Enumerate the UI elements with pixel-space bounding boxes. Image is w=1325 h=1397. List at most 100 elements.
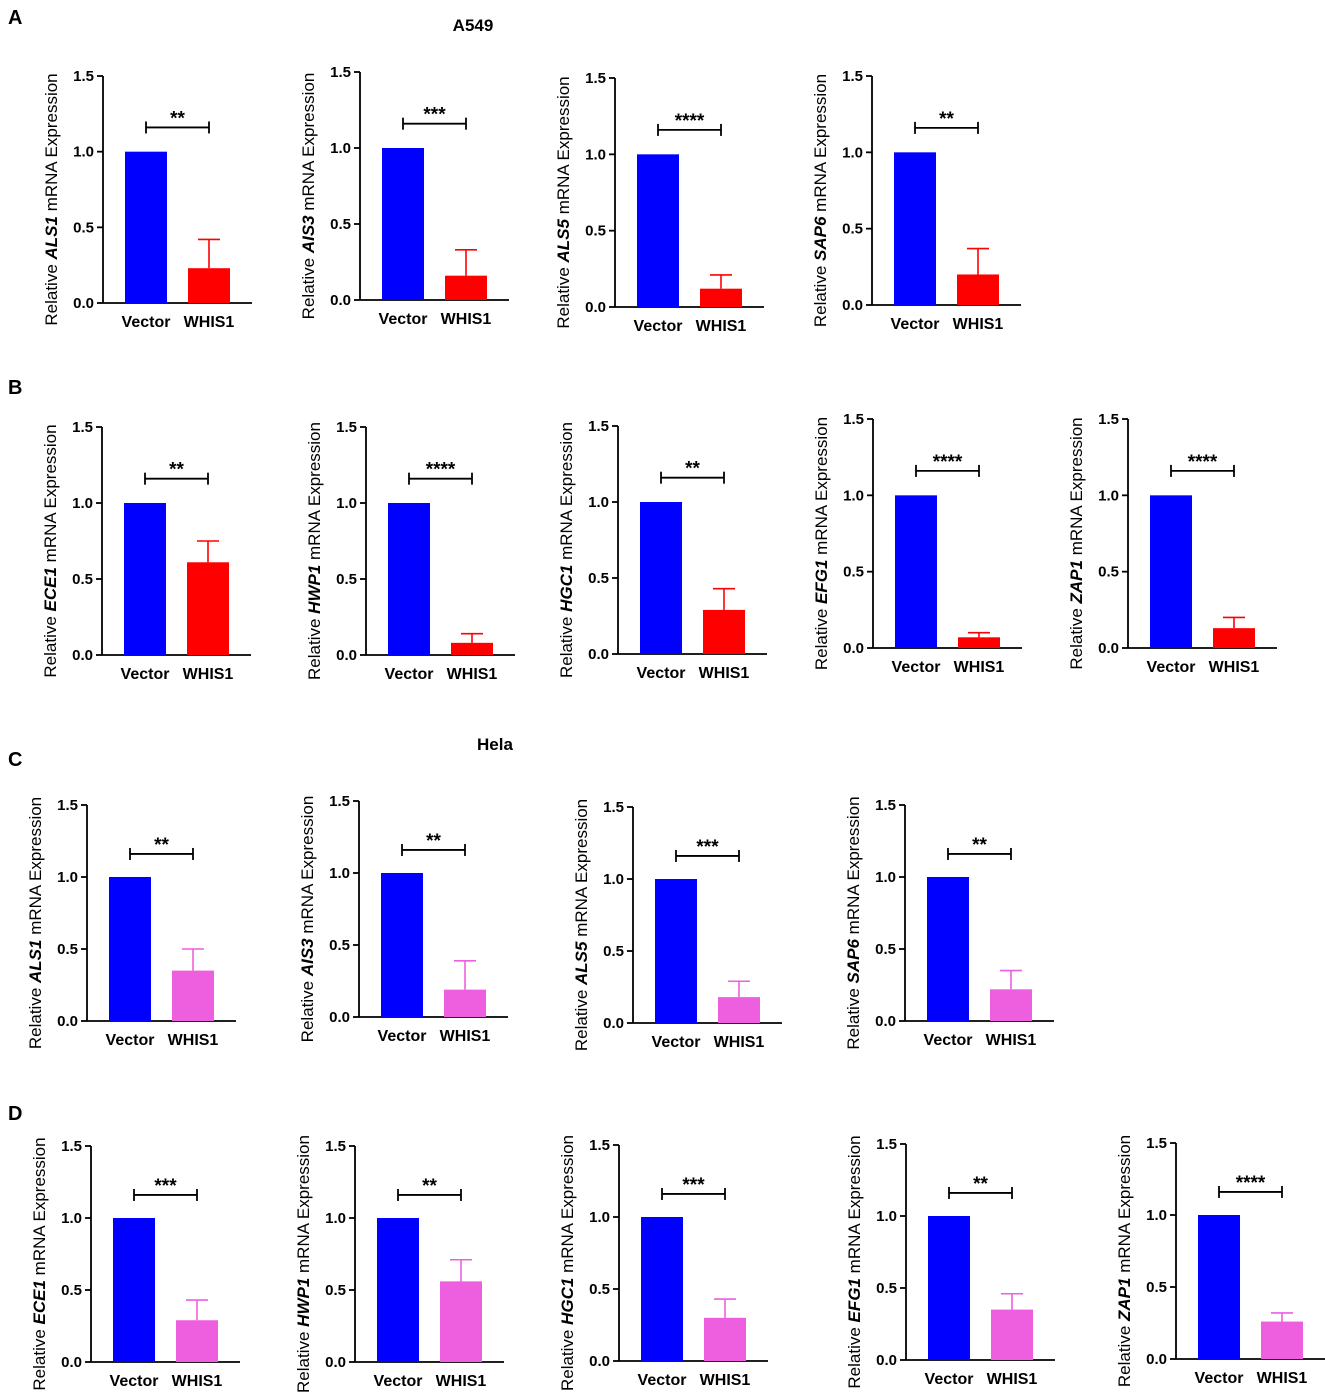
y-tick-label-c-als1-1.0: 1.0 <box>57 869 78 886</box>
significance-label-d-efg1: ** <box>973 1174 988 1195</box>
y-axis-label-b-zap1: Relative ZAP1 mRNA Expression <box>1067 417 1086 669</box>
y-axis-label-gene-a-als1: ALS1 <box>42 216 61 260</box>
chart-d-efg1: 0.0 0.5 1.0 1.5 Vector WHIS1 ** Relative EFG1 m… <box>845 1135 1055 1389</box>
category-label-d-zap1-whis1: WHIS1 <box>1257 1370 1308 1387</box>
y-tick-label-d-hgc1-0.5: 0.5 <box>589 1281 610 1298</box>
bar-b-zap1-whis1 <box>1213 628 1255 648</box>
y-tick-label-c-ais3-1.5: 1.5 <box>329 793 350 810</box>
category-label-c-als1-vector: Vector <box>106 1032 155 1049</box>
y-axis-label-b-hwp1: Relative HWP1 mRNA Expression <box>305 422 324 680</box>
category-label-c-ais3-whis1: WHIS1 <box>440 1028 491 1045</box>
y-axis-label-gene-a-als5: ALS5 <box>554 219 573 264</box>
y-axis-label-b-ece1: Relative ECE1 mRNA Expression <box>41 424 60 677</box>
chart-d-hwp1: 0.0 0.5 1.0 1.5 Vector WHIS1 ** Relative HWP1 m… <box>294 1135 504 1393</box>
cell-line-title-hela: Hela <box>477 735 513 754</box>
y-axis-label-suffix-c-als5: mRNA Expression <box>572 799 591 942</box>
y-tick-label-d-efg1-0.0: 0.0 <box>876 1352 897 1369</box>
y-axis-label-prefix-a-ais3: Relative <box>299 253 318 319</box>
bar-b-hwp1-vector <box>388 503 430 655</box>
y-axis-label-gene-a-sap6: SAP6 <box>811 216 830 261</box>
chart-d-ece1: 0.0 0.5 1.0 1.5 Vector WHIS1 *** Relative ECE1 … <box>30 1137 240 1391</box>
category-label-a-als1-vector: Vector <box>122 314 171 331</box>
bar-a-als1-whis1 <box>188 268 230 303</box>
y-tick-label-c-als5-0.0: 0.0 <box>603 1015 624 1032</box>
chart-c-als1: 0.0 0.5 1.0 1.5 Vector WHIS1 ** Relative ALS1 m… <box>26 797 236 1049</box>
y-axis-label-prefix-d-zap1: Relative <box>1115 1321 1134 1387</box>
y-tick-label-c-sap6-0.0: 0.0 <box>875 1013 896 1030</box>
bar-a-sap6-whis1 <box>957 274 999 305</box>
category-label-a-sap6-vector: Vector <box>891 316 940 333</box>
y-tick-label-b-efg1-1.5: 1.5 <box>843 411 864 428</box>
bar-c-als1-whis1 <box>172 970 214 1021</box>
category-label-c-als5-vector: Vector <box>652 1034 701 1051</box>
y-tick-label-a-sap6-1.0: 1.0 <box>842 144 863 161</box>
bar-d-hwp1-vector <box>377 1218 419 1362</box>
y-tick-label-d-zap1-1.0: 1.0 <box>1146 1207 1167 1224</box>
significance-label-a-ais3: *** <box>423 105 446 126</box>
y-tick-label-c-sap6-1.0: 1.0 <box>875 869 896 886</box>
y-tick-label-c-ais3-0.0: 0.0 <box>329 1009 350 1026</box>
category-label-d-zap1-vector: Vector <box>1195 1370 1244 1387</box>
chart-d-zap1: 0.0 0.5 1.0 1.5 Vector WHIS1 **** Relative ZAP1… <box>1115 1135 1325 1387</box>
y-tick-label-a-sap6-0.0: 0.0 <box>842 297 863 314</box>
category-label-b-hwp1-vector: Vector <box>385 666 434 683</box>
y-tick-label-a-ais3-0.0: 0.0 <box>330 292 351 309</box>
y-tick-label-a-als5-0.0: 0.0 <box>585 299 606 316</box>
y-tick-label-d-zap1-1.5: 1.5 <box>1146 1135 1167 1152</box>
y-tick-label-a-als5-1.0: 1.0 <box>585 146 606 163</box>
y-tick-label-a-ais3-0.5: 0.5 <box>330 216 351 233</box>
y-tick-label-d-ece1-1.0: 1.0 <box>61 1210 82 1227</box>
y-tick-label-b-zap1-0.0: 0.0 <box>1098 640 1119 657</box>
significance-label-b-ece1: ** <box>169 460 184 481</box>
y-tick-label-d-ece1-0.0: 0.0 <box>61 1354 82 1371</box>
bar-a-als5-vector <box>637 154 679 307</box>
y-tick-label-b-hgc1-1.5: 1.5 <box>588 418 609 435</box>
category-label-c-als5-whis1: WHIS1 <box>714 1034 765 1051</box>
y-tick-label-a-sap6-0.5: 0.5 <box>842 221 863 238</box>
y-tick-label-c-ais3-1.0: 1.0 <box>329 865 350 882</box>
y-tick-label-d-hwp1-0.0: 0.0 <box>325 1354 346 1371</box>
y-axis-label-gene-d-hwp1: HWP1 <box>294 1278 313 1327</box>
bar-b-ece1-vector <box>124 503 166 655</box>
chart-a-sap6: 0.0 0.5 1.0 1.5 Vector WHIS1 ** Relative SAP6 m… <box>811 68 1021 333</box>
y-tick-label-b-hwp1-0.0: 0.0 <box>336 647 357 664</box>
y-axis-label-suffix-a-als5: mRNA Expression <box>554 76 573 219</box>
significance-label-c-als5: *** <box>696 837 719 858</box>
significance-label-d-zap1: **** <box>1236 1173 1266 1194</box>
y-tick-label-a-ais3-1.5: 1.5 <box>330 64 351 81</box>
bar-d-hgc1-vector <box>641 1217 683 1361</box>
category-label-c-als1-whis1: WHIS1 <box>168 1032 219 1049</box>
y-tick-label-d-efg1-0.5: 0.5 <box>876 1280 897 1297</box>
y-tick-label-b-ece1-0.0: 0.0 <box>72 647 93 664</box>
y-axis-label-prefix-a-als5: Relative <box>554 263 573 329</box>
y-tick-label-b-efg1-1.0: 1.0 <box>843 487 864 504</box>
y-axis-label-suffix-d-hwp1: mRNA Expression <box>294 1135 313 1278</box>
y-tick-label-c-als1-1.5: 1.5 <box>57 797 78 814</box>
significance-label-a-als1: ** <box>170 108 185 129</box>
y-axis-label-gene-b-zap1: ZAP1 <box>1067 560 1086 604</box>
significance-label-b-hgc1: ** <box>685 459 700 480</box>
chart-d-hgc1: 0.0 0.5 1.0 1.5 Vector WHIS1 *** Relative HGC1 … <box>558 1135 768 1391</box>
y-axis-label-suffix-a-ais3: mRNA Expression <box>299 73 318 216</box>
panel-label-B: B <box>8 377 22 399</box>
bar-c-sap6-whis1 <box>990 989 1032 1021</box>
significance-label-b-efg1: **** <box>933 452 963 473</box>
chart-a-als5: 0.0 0.5 1.0 1.5 Vector WHIS1 **** Relative ALS5… <box>554 70 764 335</box>
chart-b-efg1: 0.0 0.5 1.0 1.5 Vector WHIS1 **** Relative EFG1… <box>812 411 1022 676</box>
y-axis-label-gene-d-zap1: ZAP1 <box>1115 1278 1134 1322</box>
category-label-b-hwp1-whis1: WHIS1 <box>447 666 498 683</box>
bar-a-ais3-vector <box>382 148 424 300</box>
y-tick-label-d-hgc1-0.0: 0.0 <box>589 1353 610 1370</box>
y-axis-label-c-sap6: Relative SAP6 mRNA Expression <box>844 796 863 1049</box>
panel-label-C: C <box>8 749 22 771</box>
y-axis-label-prefix-d-ece1: Relative <box>30 1324 49 1390</box>
y-tick-label-c-als5-1.5: 1.5 <box>603 799 624 816</box>
bar-d-ece1-vector <box>113 1218 155 1362</box>
y-tick-label-b-ece1-0.5: 0.5 <box>72 571 93 588</box>
y-tick-label-b-zap1-1.0: 1.0 <box>1098 487 1119 504</box>
bar-d-ece1-whis1 <box>176 1320 218 1362</box>
y-tick-label-b-hgc1-1.0: 1.0 <box>588 494 609 511</box>
y-tick-label-c-als5-1.0: 1.0 <box>603 871 624 888</box>
y-tick-label-b-zap1-1.5: 1.5 <box>1098 411 1119 428</box>
bar-b-efg1-whis1 <box>958 637 1000 648</box>
